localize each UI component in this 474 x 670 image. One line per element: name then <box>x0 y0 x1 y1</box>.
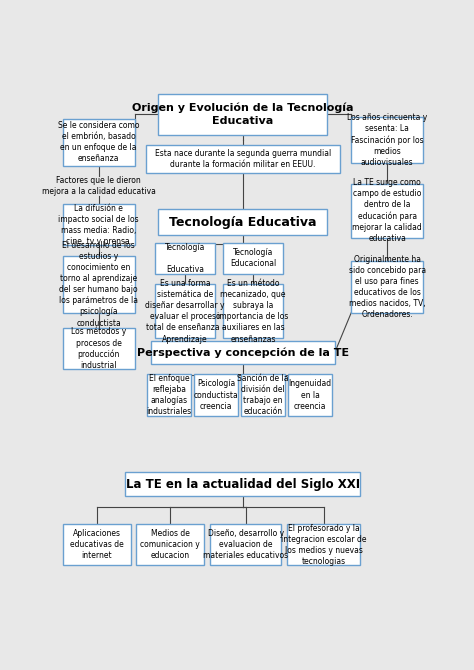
FancyBboxPatch shape <box>125 472 360 496</box>
FancyBboxPatch shape <box>63 119 135 165</box>
Text: Originalmente ha
sido concebido para
el uso para fines
educativos de los
medios : Originalmente ha sido concebido para el … <box>348 255 426 319</box>
Text: Se le considera como
el embrión, basado
en un enfoque de la
enseñanza: Se le considera como el embrión, basado … <box>58 121 139 163</box>
FancyBboxPatch shape <box>351 184 423 238</box>
Text: Medios de
comunicacion y
educacion: Medios de comunicacion y educacion <box>140 529 200 560</box>
FancyBboxPatch shape <box>63 328 135 369</box>
Text: Aplicaciones
educativas de
internet: Aplicaciones educativas de internet <box>70 529 124 560</box>
Text: Es un método
mecanizado, que
subraya la
importancia de los
auxiliares en las
ens: Es un método mecanizado, que subraya la … <box>218 279 289 344</box>
FancyBboxPatch shape <box>147 375 191 415</box>
Text: Esta nace durante la segunda guerra mundial
durante la formación militar en EEUU: Esta nace durante la segunda guerra mund… <box>155 149 331 169</box>
FancyBboxPatch shape <box>146 145 340 174</box>
FancyBboxPatch shape <box>287 524 360 565</box>
FancyBboxPatch shape <box>155 284 215 338</box>
FancyBboxPatch shape <box>210 524 282 565</box>
Text: El desarrollo de los
estudios y
conocimiento en
torno al aprendizaje
del ser hum: El desarrollo de los estudios y conocimi… <box>59 241 138 328</box>
FancyBboxPatch shape <box>223 284 283 338</box>
Text: Factores que le dieron
mejora a la calidad educativa: Factores que le dieron mejora a la calid… <box>42 176 155 196</box>
Text: Ingenuidad
en la
creencia: Ingenuidad en la creencia <box>289 379 332 411</box>
FancyBboxPatch shape <box>351 117 423 163</box>
FancyBboxPatch shape <box>223 243 283 274</box>
FancyBboxPatch shape <box>151 341 335 364</box>
Text: La TE en la actualidad del Siglo XXI: La TE en la actualidad del Siglo XXI <box>126 478 360 490</box>
FancyBboxPatch shape <box>158 94 328 135</box>
Text: Perspectiva y concepción de la TE: Perspectiva y concepción de la TE <box>137 347 349 358</box>
Text: Es una forma
sistemática de
diseñar desarrollar y
evaluar el proceso
total de en: Es una forma sistemática de diseñar desa… <box>146 279 225 344</box>
FancyBboxPatch shape <box>63 524 131 565</box>
Text: La TE surge como
campo de estudio
dentro de la
educación para
mejorar la calidad: La TE surge como campo de estudio dentro… <box>352 178 422 243</box>
Text: Sanción de la
división del
trabajo en
educación: Sanción de la división del trabajo en ed… <box>237 374 289 416</box>
FancyBboxPatch shape <box>158 209 328 235</box>
FancyBboxPatch shape <box>351 261 423 312</box>
Text: Tecnología
Educacional: Tecnología Educacional <box>230 249 276 269</box>
FancyBboxPatch shape <box>155 243 215 274</box>
FancyBboxPatch shape <box>289 375 332 415</box>
FancyBboxPatch shape <box>63 204 135 245</box>
Text: Diseño, desarrollo y
evaluacion de
materiales educativos: Diseño, desarrollo y evaluacion de mater… <box>203 529 288 560</box>
Text: La difusión e
impacto social de los
mass media: Radio,
cine, tv y prensa.: La difusión e impacto social de los mass… <box>58 204 139 246</box>
Text: Origen y Evolución de la Tecnología
Educativa: Origen y Evolución de la Tecnología Educ… <box>132 103 354 126</box>
Text: El profesorado y la
integracion escolar de
los medios y nuevas
tecnologias: El profesorado y la integracion escolar … <box>281 523 366 566</box>
FancyBboxPatch shape <box>63 256 135 312</box>
FancyBboxPatch shape <box>194 375 238 415</box>
FancyBboxPatch shape <box>241 375 285 415</box>
Text: Los años cincuenta y
sesenta: La
Fascinación por los
medios
audiovisuales: Los años cincuenta y sesenta: La Fascina… <box>347 113 427 167</box>
Text: Tecnología Educativa: Tecnología Educativa <box>169 216 317 228</box>
Text: El enfoque
reflejaba
analogías
industriales: El enfoque reflejaba analogías industria… <box>146 374 191 416</box>
FancyBboxPatch shape <box>137 524 204 565</box>
Text: Tecnología

Educativa: Tecnología Educativa <box>165 243 205 274</box>
Text: Los métodos y
procesos de
producción
industrial: Los métodos y procesos de producción ind… <box>71 327 127 371</box>
Text: Psicología
conductista
creencia: Psicología conductista creencia <box>194 379 238 411</box>
